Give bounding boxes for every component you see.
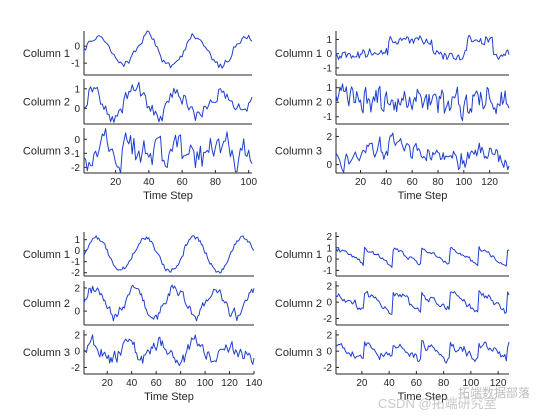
y-tick-label: 0 — [74, 135, 80, 146]
y-tick-label: 0 — [326, 298, 332, 309]
x-tick-label: 100 — [455, 177, 472, 188]
y-tick-label: 2 — [74, 330, 80, 341]
x-tick-label: 80 — [210, 177, 222, 188]
row-label: Column 1 — [275, 48, 322, 60]
y-tick-label: -2 — [323, 314, 332, 325]
y-tick-label: -1 — [71, 149, 80, 160]
y-tick-label: 0 — [74, 246, 80, 257]
y-tick-label: 0 — [74, 42, 80, 53]
y-tick-label: 1 — [326, 83, 332, 94]
y-tick-label: 0 — [326, 98, 332, 109]
x-tick-label: 40 — [381, 177, 393, 188]
row-label: Column 3 — [23, 146, 70, 158]
y-tick-label: 0 — [326, 160, 332, 171]
series-line — [83, 284, 255, 322]
y-tick-label: -1 — [323, 266, 332, 277]
y-tick-label: 1 — [326, 35, 332, 46]
x-tick-label: 40 — [126, 378, 138, 389]
x-tick-label: 20 — [110, 177, 122, 188]
x-tick-label: 80 — [175, 378, 187, 389]
x-tick-label: 20 — [355, 177, 367, 188]
y-tick-label: -2 — [71, 268, 80, 279]
x-axis-label: Time Step — [143, 190, 193, 202]
watermark-text: CSDN @拓端研究室 — [378, 396, 497, 411]
x-tick-label: 20 — [356, 378, 368, 389]
y-tick-label: 0 — [326, 347, 332, 358]
x-tick-label: 80 — [432, 177, 444, 188]
y-tick-label: -1 — [71, 257, 80, 268]
x-tick-label: 120 — [221, 378, 238, 389]
row-label: Column 3 — [23, 347, 70, 359]
watermark-overlay: 拓端数据部落 — [458, 385, 530, 400]
y-tick-label: 2 — [326, 281, 332, 292]
y-tick-label: 0 — [74, 307, 80, 318]
series-line — [335, 132, 510, 173]
row-label: Column 3 — [275, 347, 322, 359]
series-line — [335, 246, 510, 268]
series-line — [335, 340, 510, 364]
series-line — [83, 128, 253, 174]
series-line — [83, 81, 253, 123]
series-line — [83, 334, 255, 366]
y-tick-label: 1 — [326, 243, 332, 254]
x-tick-label: 60 — [151, 378, 163, 389]
y-tick-label: 0 — [74, 347, 80, 358]
row-label: Column 3 — [275, 146, 322, 158]
x-tick-label: 120 — [490, 378, 507, 389]
y-tick-label: -1 — [71, 59, 80, 70]
y-tick-label: -2 — [323, 363, 332, 374]
y-tick-label: 0 — [326, 255, 332, 266]
series-line — [83, 30, 253, 69]
row-label: Column 2 — [275, 97, 322, 109]
series-line — [335, 34, 510, 61]
series-line — [335, 290, 510, 315]
y-tick-label: 1 — [74, 84, 80, 95]
x-tick-label: 80 — [438, 378, 450, 389]
row-label: Column 1 — [23, 48, 70, 60]
series-line — [335, 83, 510, 122]
y-tick-label: 0 — [326, 49, 332, 60]
x-axis-label: Time Step — [144, 391, 194, 403]
y-tick-label: -1 — [323, 112, 332, 123]
y-tick-label: 2 — [326, 132, 332, 143]
y-tick-label: 2 — [326, 232, 332, 243]
row-label: Column 2 — [23, 97, 70, 109]
row-label: Column 1 — [23, 249, 70, 261]
x-tick-label: 100 — [197, 378, 214, 389]
x-axis-label: Time Step — [398, 190, 448, 202]
x-tick-label: 20 — [102, 378, 114, 389]
y-tick-label: 0 — [74, 104, 80, 115]
y-tick-label: 2 — [74, 283, 80, 294]
x-tick-label: 60 — [411, 378, 423, 389]
row-label: Column 2 — [275, 298, 322, 310]
y-tick-label: 2 — [326, 330, 332, 341]
series-line — [83, 235, 255, 274]
x-tick-label: 100 — [463, 378, 480, 389]
x-axis-label: Time Step — [398, 391, 448, 403]
x-tick-label: 100 — [240, 177, 257, 188]
x-tick-label: 140 — [246, 378, 263, 389]
x-tick-label: 60 — [407, 177, 419, 188]
x-tick-label: 120 — [481, 177, 498, 188]
x-tick-label: 60 — [177, 177, 189, 188]
x-tick-label: 40 — [143, 177, 155, 188]
y-tick-label: -1 — [323, 63, 332, 74]
row-label: Column 1 — [275, 249, 322, 261]
y-tick-label: -2 — [71, 363, 80, 374]
y-tick-label: -2 — [71, 163, 80, 174]
x-tick-label: 40 — [384, 378, 396, 389]
row-label: Column 2 — [23, 298, 70, 310]
y-tick-label: 1 — [74, 235, 80, 246]
